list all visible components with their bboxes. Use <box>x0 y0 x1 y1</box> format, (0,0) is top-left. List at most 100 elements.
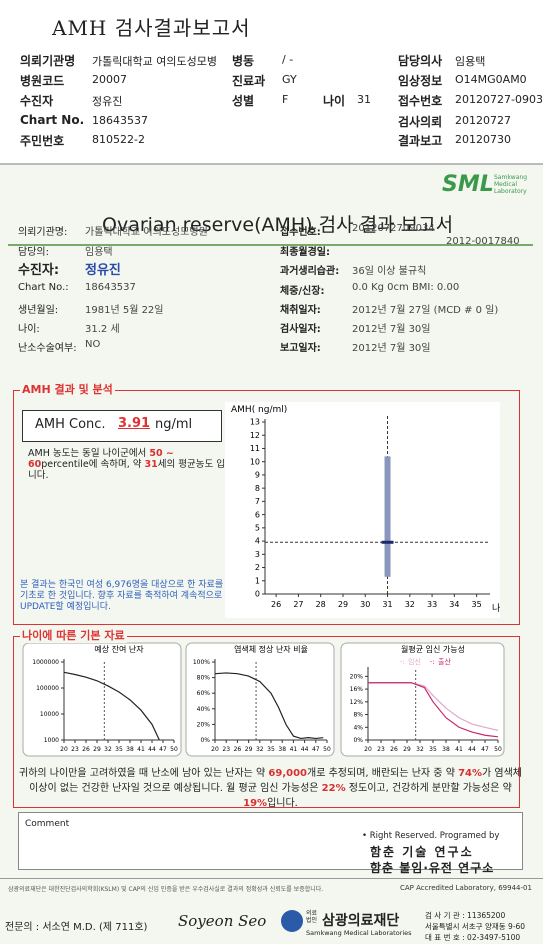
legend-marker: -: <box>430 658 435 666</box>
lab-name: 함춘 기술 연구소 <box>370 845 474 859</box>
x-tick-label: 27 <box>293 600 303 609</box>
field-value: / - <box>282 53 294 66</box>
y-tick-label: 80% <box>197 675 211 682</box>
field-value: 810522-2 <box>92 133 145 146</box>
y-tick-label: 5 <box>255 524 260 533</box>
field-value: 20120727-09034 <box>455 93 543 106</box>
x-tick-label: 41 <box>290 746 298 753</box>
field-value: 20007 <box>92 73 127 86</box>
field-label: 의뢰기관명 <box>20 54 76 68</box>
y-tick-label: 4 <box>255 537 260 546</box>
field-label: 임상정보 <box>398 74 443 88</box>
y-tick-label: 9 <box>255 471 260 480</box>
text-segment: 귀하의 나이만을 고려하였을 때 난소에 남아 있는 난자는 약 <box>19 768 269 779</box>
info-label: 담당의: <box>18 247 49 258</box>
note: 본 결과는 한국인 여성 6,976명을 대상으로 한 자료를 기초로 한 것입… <box>20 580 224 612</box>
footer-notice: 삼광의료재단은 대한진단검사의학회(KSLM) 및 CAP의 신임 인증을 받은… <box>8 886 324 893</box>
info-value: 2012년 7월 27일 (MCD # 0 일) <box>352 305 499 316</box>
info-label: 최종월경일: <box>280 247 330 258</box>
lab-code: 검 사 기 관 : 11365200 <box>425 911 506 920</box>
field-value: F <box>282 93 289 106</box>
field-label: 병원코드 <box>20 74 65 88</box>
x-tick-label: 34 <box>449 600 459 609</box>
field-label: Chart No. <box>20 113 85 127</box>
section-heading: AMH 결과 및 분석 <box>20 381 115 397</box>
x-tick-label: 29 <box>245 746 253 753</box>
x-tick-label: 26 <box>234 746 242 753</box>
text-segment: 입니다. <box>267 798 298 809</box>
y-tick-label: 0% <box>353 737 363 744</box>
info-label: 과거생리습관: <box>280 266 340 277</box>
y-tick-label: 20% <box>197 721 211 728</box>
info-label: 채취일자: <box>280 305 321 316</box>
field-label: 주민번호 <box>20 134 65 148</box>
amh-box <box>13 390 520 625</box>
y-tick-label: 40% <box>197 706 211 713</box>
x-tick-label: 20 <box>211 746 219 753</box>
field-value: 31 <box>357 93 371 106</box>
text-segment: AMH 농도는 동일 나이군에서 <box>28 448 150 459</box>
small-chart: 월평균 임신 가능성 20% 16% 12% 8% 4% 0%20 23 26 29 32 35 38 4… <box>340 642 505 757</box>
x-tick-label: 35 <box>472 600 482 609</box>
y-tick-label: 13 <box>250 418 260 427</box>
info-value: 임용택 <box>85 247 113 258</box>
chart-title: 예상 잔여 난자 <box>94 644 144 654</box>
info-value: NO <box>85 339 101 350</box>
address: 서울특별시 서초구 양재동 9-60 <box>425 922 526 931</box>
y-tick-label: 1000 <box>44 737 59 744</box>
info-label: 생년월일: <box>18 305 59 316</box>
y-tick-label: 10 <box>250 457 260 466</box>
x-tick-label: 31 <box>382 600 392 609</box>
y-tick-label: 0 <box>255 590 260 599</box>
cap: CAP Accredited Laboratory, 69944-01 <box>400 884 532 892</box>
info-label: 검사일자: <box>280 324 321 335</box>
y-tick-label: 0% <box>200 737 210 744</box>
y-tick-label: 12 <box>250 431 260 440</box>
series-line <box>368 682 499 738</box>
x-tick-label: 29 <box>93 746 101 753</box>
x-tick-label: 44 <box>301 746 309 753</box>
org-name: 삼광의료재단 <box>322 913 400 929</box>
info-value: 정유진 <box>85 263 121 278</box>
x-tick-label: 38 <box>278 746 286 753</box>
header-title: AMH 검사결과보고서 <box>52 16 251 40</box>
y-tick-label: 8% <box>353 712 363 719</box>
info-value: 2012072709034 <box>352 223 435 234</box>
info-value: 0.0 Kg 0cm BMI: 0.00 <box>352 282 460 293</box>
field-label: 나이 <box>323 94 346 108</box>
text-segment: 22% <box>321 783 346 794</box>
y-tick-label: 8 <box>255 484 260 493</box>
field-value: O14MG0AM0 <box>455 73 527 86</box>
y-tick-label: 20% <box>350 673 364 680</box>
x-tick-label: 32 <box>405 600 415 609</box>
x-tick-label: 32 <box>104 746 112 753</box>
series-line <box>214 672 324 740</box>
panel <box>185 642 335 757</box>
x-tick-label: 38 <box>126 746 134 753</box>
x-tick-label: 29 <box>338 600 348 609</box>
x-tick-label: 41 <box>455 746 463 753</box>
report-title: Ovarian reserve(AMH) 검사 결과 보고서 <box>102 214 454 236</box>
info-value: 36일 이상 불규칙 <box>352 266 427 277</box>
x-tick-label: 26 <box>271 600 281 609</box>
panel <box>340 642 505 757</box>
org-english: Samkwang Medical Laboratories <box>306 929 412 937</box>
info-label: Chart No.: <box>18 282 69 293</box>
x-tick-label: 50 <box>170 746 178 753</box>
text-segment: 세의 평균농도 입니다. <box>28 459 225 481</box>
x-tick-label: 35 <box>429 746 437 753</box>
text-segment: 69,000 <box>268 768 308 779</box>
field-label: 담당의사 <box>398 54 443 68</box>
y-tick-label: 10000 <box>40 711 59 718</box>
description: AMH 농도는 동일 나이군에서 50 ~ 60percentile에 속하며,… <box>28 448 228 481</box>
text-segment: percentile에 속하며, 약 <box>41 459 145 470</box>
info-label: 접수번호: <box>280 227 321 238</box>
panel <box>22 642 182 757</box>
conc-box <box>22 410 222 442</box>
text-segment: 19% <box>243 798 268 809</box>
report-number: 2012-0017840 <box>446 236 520 247</box>
x-axis-label: 나이 <box>492 603 500 614</box>
x-tick-label: 47 <box>312 746 320 753</box>
comment-box <box>18 812 523 870</box>
